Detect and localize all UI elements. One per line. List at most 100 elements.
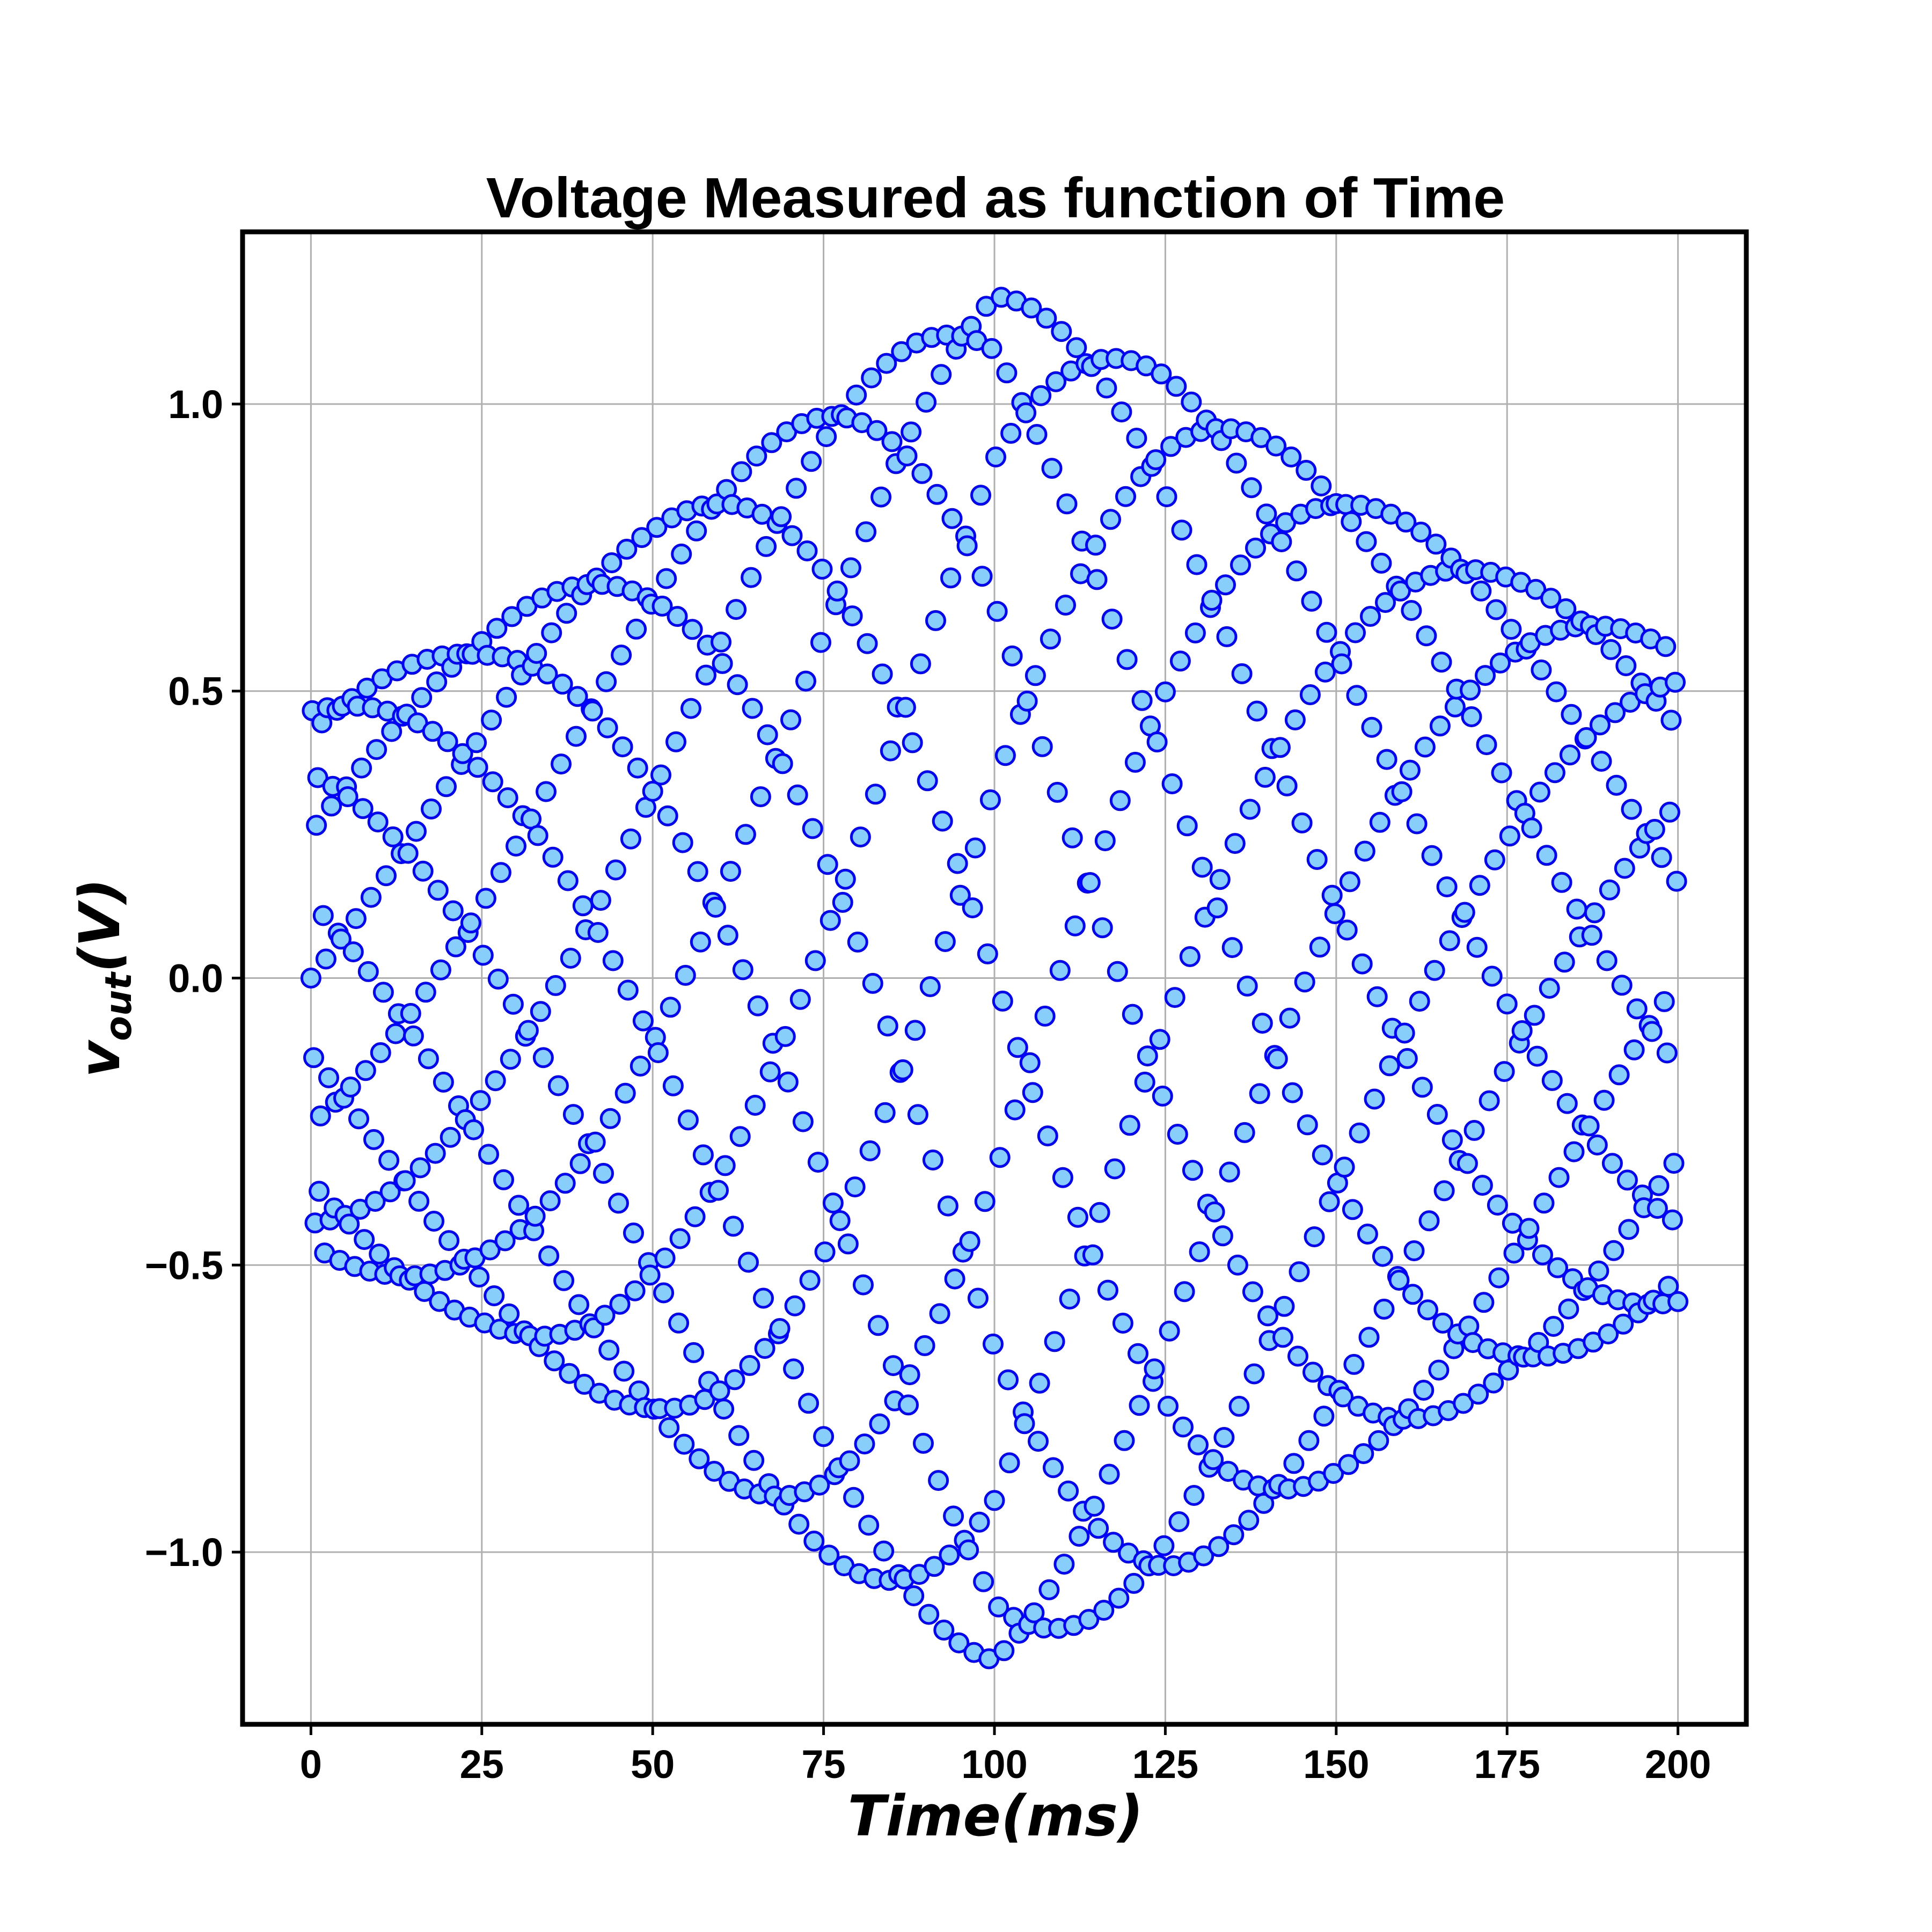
data-point [861, 367, 882, 389]
data-point [835, 868, 856, 890]
data-point [1301, 590, 1322, 612]
data-point [1558, 1298, 1579, 1320]
data-point [925, 610, 946, 631]
data-point [937, 1195, 958, 1217]
data-point [427, 880, 449, 901]
data-point [1536, 845, 1557, 866]
data-point [977, 943, 998, 964]
data-point [907, 1104, 928, 1125]
data-point [1331, 653, 1352, 675]
data-point [847, 931, 868, 953]
data-point [1257, 1305, 1278, 1327]
data-point [1306, 849, 1328, 870]
x-tick-label: 25 [460, 1742, 504, 1787]
data-point [422, 721, 443, 742]
data-point [1481, 965, 1503, 987]
data-point [354, 1229, 375, 1250]
data-point [1153, 1535, 1175, 1556]
data-point [826, 580, 848, 602]
x-tick-label: 200 [1645, 1742, 1711, 1787]
data-point [630, 1056, 651, 1077]
data-point [738, 1252, 759, 1273]
data-point [1651, 847, 1672, 868]
data-point [1425, 533, 1447, 555]
data-point [677, 1109, 699, 1131]
data-point [1265, 435, 1287, 457]
data-point [1540, 588, 1562, 609]
data-point [1282, 1082, 1303, 1103]
data-point [1231, 663, 1253, 684]
data-point [1030, 385, 1052, 406]
data-point [841, 605, 863, 627]
data-point [750, 786, 771, 808]
data-point [928, 1470, 949, 1491]
data-point [981, 338, 1002, 359]
data-point [1468, 1384, 1489, 1405]
data-point [1662, 1209, 1683, 1231]
data-point [866, 420, 888, 441]
data-point [1096, 377, 1117, 399]
data-point [430, 959, 451, 980]
data-point [1228, 1395, 1250, 1417]
data-point [1599, 879, 1620, 901]
data-point [796, 540, 818, 561]
data-point [798, 1393, 819, 1414]
chart-title: Voltage Measured as function of Time [486, 166, 1505, 230]
data-point [1469, 875, 1490, 896]
data-point [759, 1061, 781, 1082]
data-point [1022, 1082, 1043, 1103]
data-point [470, 1090, 491, 1111]
data-point [1204, 1201, 1225, 1223]
data-point [680, 698, 701, 719]
data-point [482, 771, 503, 793]
data-point [999, 1452, 1020, 1474]
data-point [1219, 1161, 1240, 1183]
data-point [1236, 975, 1258, 997]
data-point [318, 1067, 339, 1088]
data-point [397, 843, 419, 864]
data-point [1576, 727, 1597, 748]
data-point [956, 535, 978, 557]
data-point [1093, 1600, 1115, 1621]
data-point [496, 686, 517, 708]
data-point [899, 1364, 920, 1386]
x-tick-label: 175 [1474, 1742, 1540, 1787]
data-point [300, 968, 321, 989]
data-point [781, 525, 803, 546]
data-point [400, 1002, 421, 1024]
data-point [959, 1231, 980, 1252]
data-point [647, 1042, 669, 1063]
data-point [475, 888, 496, 909]
data-point [904, 1020, 926, 1041]
data-point [1357, 1224, 1378, 1245]
data-point [1280, 447, 1302, 467]
data-point [939, 1545, 960, 1566]
data-point [554, 1173, 576, 1194]
data-point [933, 1619, 955, 1641]
data-point [1173, 1416, 1194, 1438]
data-point [671, 543, 692, 565]
data-point [1055, 595, 1076, 616]
data-point [501, 606, 523, 627]
data-point [1521, 817, 1542, 839]
data-point [1589, 714, 1611, 736]
data-point [996, 362, 1018, 384]
data-point [1116, 649, 1138, 670]
data-point [1353, 1443, 1374, 1465]
data-point [1024, 665, 1046, 686]
data-point [1491, 762, 1512, 784]
data-point [363, 1129, 384, 1150]
data-point [1064, 915, 1086, 936]
data-point [1097, 1279, 1118, 1301]
data-point [1611, 975, 1633, 996]
data-point [840, 557, 861, 579]
data-point [1548, 1167, 1570, 1188]
data-point [1115, 486, 1136, 507]
data-point [557, 870, 579, 891]
data-point [1154, 681, 1176, 702]
data-point [1221, 937, 1243, 958]
data-point [675, 964, 696, 986]
data-point [1188, 1434, 1209, 1455]
data-point [902, 732, 923, 753]
data-point [345, 908, 367, 930]
